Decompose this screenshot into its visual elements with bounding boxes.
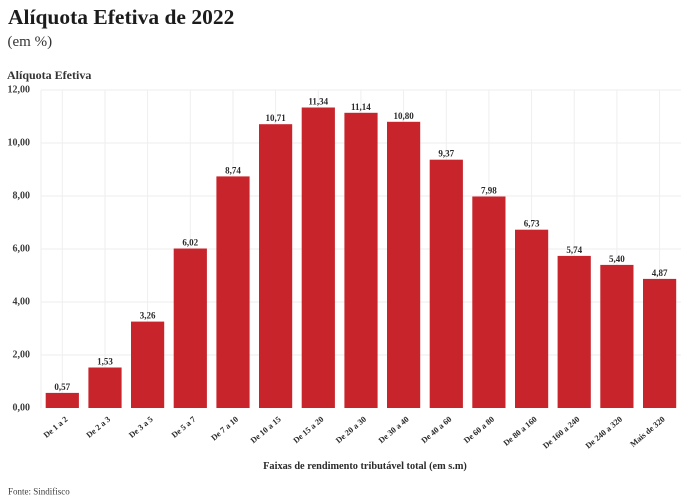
svg-text:11,34: 11,34 <box>308 97 328 107</box>
svg-text:7,98: 7,98 <box>481 186 497 196</box>
svg-text:3,26: 3,26 <box>140 311 156 321</box>
svg-text:0,00: 0,00 <box>13 403 31 414</box>
svg-text:Faixas de rendimento tributáve: Faixas de rendimento tributável total (e… <box>263 461 467 472</box>
svg-text:10,00: 10,00 <box>8 138 31 149</box>
svg-text:2,00: 2,00 <box>13 350 31 361</box>
svg-text:(em %): (em %) <box>8 34 53 50</box>
svg-text:12,00: 12,00 <box>8 85 31 96</box>
svg-text:10,71: 10,71 <box>265 113 286 123</box>
svg-text:6,73: 6,73 <box>524 219 540 229</box>
svg-text:1,53: 1,53 <box>97 357 113 367</box>
svg-text:5,74: 5,74 <box>566 245 582 255</box>
svg-text:4,87: 4,87 <box>652 268 668 278</box>
svg-text:0,57: 0,57 <box>54 382 70 392</box>
svg-text:6,00: 6,00 <box>13 244 31 255</box>
svg-text:6,02: 6,02 <box>182 238 198 248</box>
svg-text:8,00: 8,00 <box>13 191 31 202</box>
svg-text:Alíquota Efetiva: Alíquota Efetiva <box>7 68 91 82</box>
svg-text:8,74: 8,74 <box>225 165 241 175</box>
svg-text:5,40: 5,40 <box>609 254 625 264</box>
svg-text:10,80: 10,80 <box>393 111 414 121</box>
svg-text:9,37: 9,37 <box>438 149 454 159</box>
svg-text:4,00: 4,00 <box>13 297 31 308</box>
svg-text:11,14: 11,14 <box>351 102 371 112</box>
svg-text:Fonte: Sindifisco: Fonte: Sindifisco <box>8 487 70 497</box>
svg-text:Alíquota Efetiva de 2022: Alíquota Efetiva de 2022 <box>8 5 234 29</box>
